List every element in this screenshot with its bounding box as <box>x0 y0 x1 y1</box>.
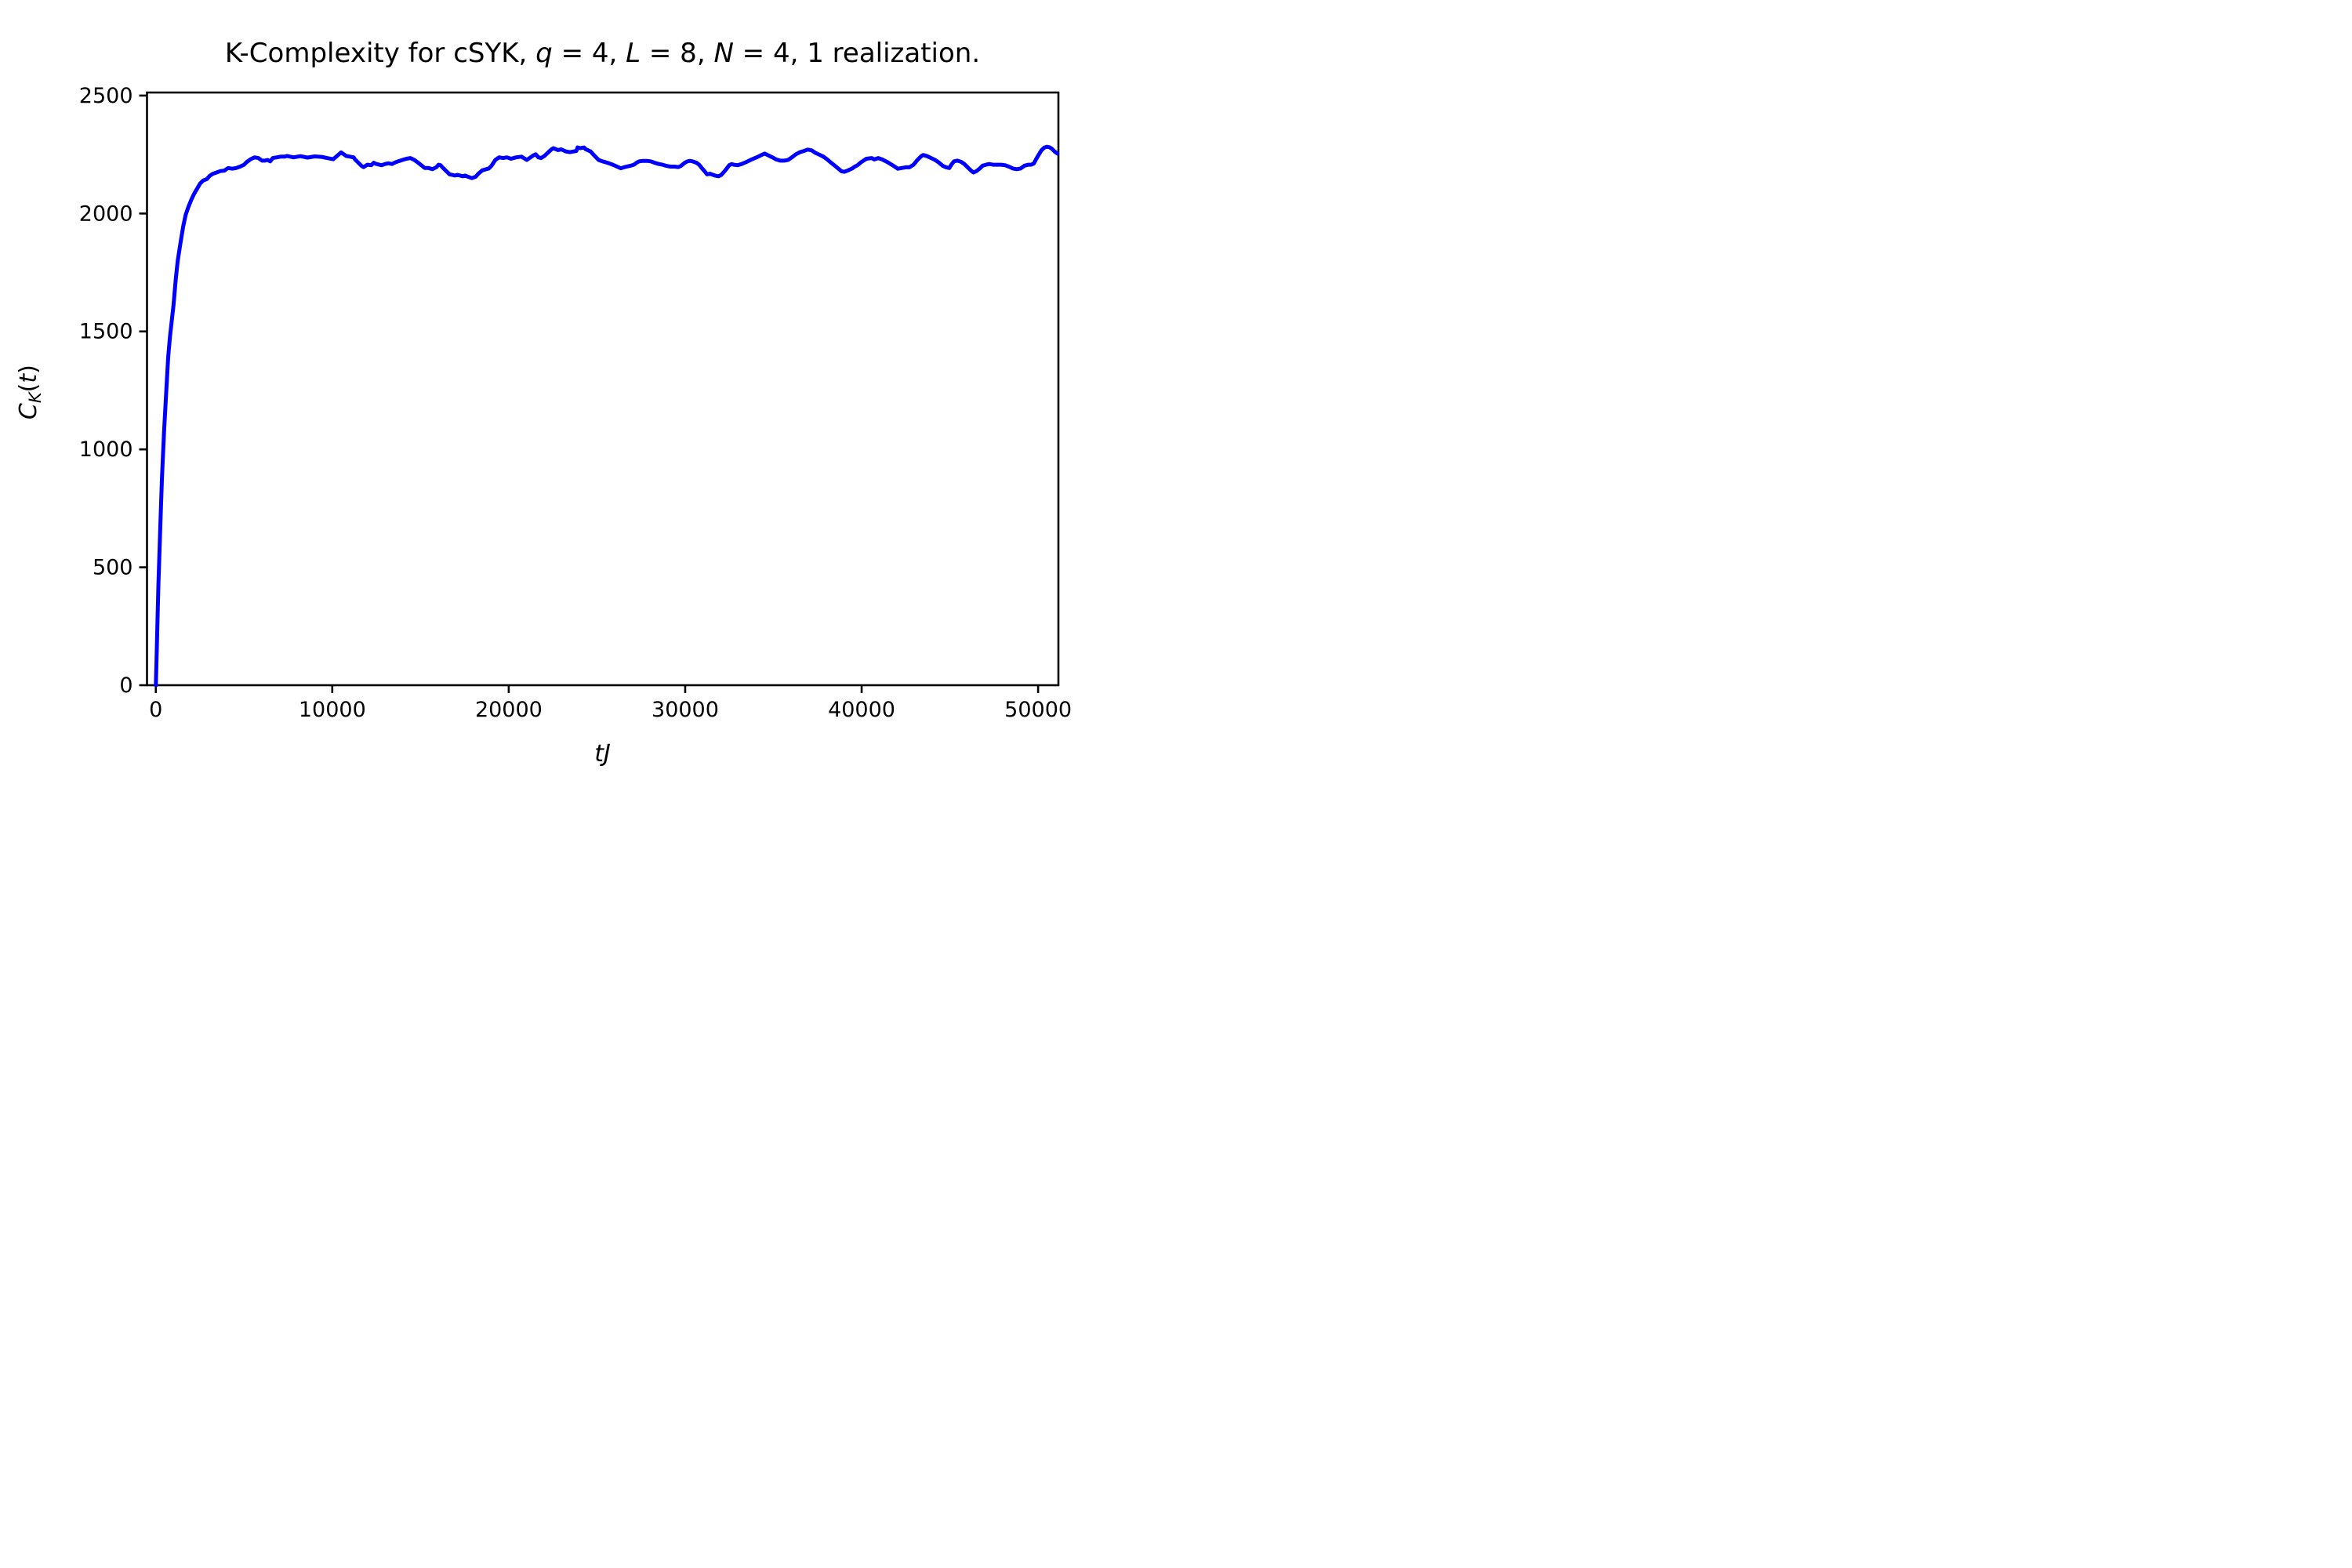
y-axis-ticks: 0 500 1000 1500 2000 2500 <box>79 84 147 698</box>
text-segment: = 4, 1 realization. <box>733 38 981 69</box>
text-segment: K-Complexity for cSYK, <box>224 38 536 69</box>
y-tick-label: 2000 <box>79 201 133 226</box>
x-tick-label: 40000 <box>828 698 895 722</box>
text-segment: N <box>713 38 734 69</box>
figure: K-Complexity for cSYK, q = 4, L = 8, N =… <box>0 0 1176 784</box>
text-segment: J <box>603 740 611 768</box>
x-tick-label: 50000 <box>1004 698 1072 722</box>
x-tick-label: 30000 <box>652 698 719 722</box>
text-segment: t <box>594 740 604 768</box>
text-segment: L <box>626 38 641 69</box>
plot-area: 0 10000 20000 30000 40000 50000 0 500 1000 1500 2… <box>79 84 1072 722</box>
k-complexity-line <box>154 144 1060 688</box>
x-axis-label: tJ <box>147 740 1058 768</box>
y-tick-label: 2500 <box>79 84 133 108</box>
x-tick-label: 0 <box>149 698 162 722</box>
text-segment: = 4, <box>552 38 626 69</box>
y-tick-label: 1000 <box>79 437 133 462</box>
text-segment: q <box>535 38 553 69</box>
x-tick-label: 10000 <box>299 698 366 722</box>
x-axis-ticks: 0 10000 20000 30000 40000 50000 <box>149 685 1072 722</box>
plot-border <box>146 91 1060 687</box>
chart-title: K-Complexity for cSYK, q = 4, L = 8, N =… <box>147 38 1058 69</box>
x-tick-label: 20000 <box>475 698 543 722</box>
y-tick-label: 0 <box>119 673 132 698</box>
y-tick-label: 500 <box>93 556 133 580</box>
text-segment: = 8, <box>641 38 714 69</box>
y-tick-label: 1500 <box>79 320 133 344</box>
